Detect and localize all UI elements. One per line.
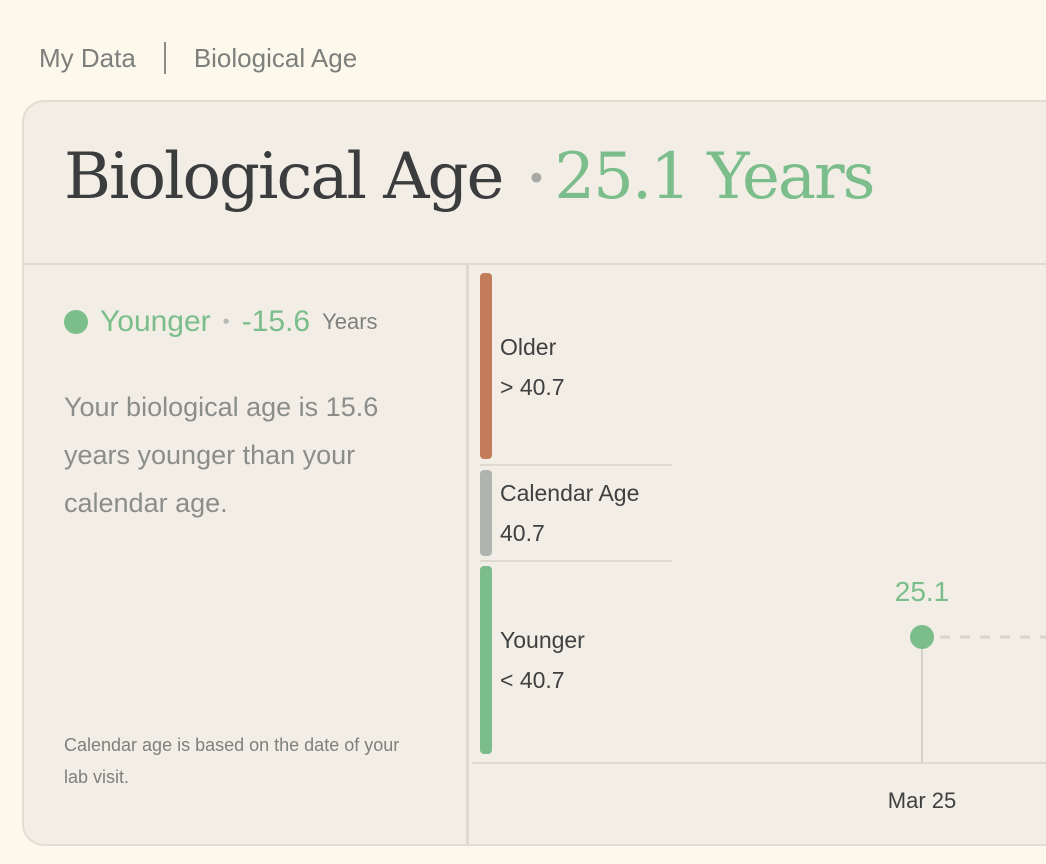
band-divider — [480, 560, 672, 562]
breadcrumb-separator — [163, 42, 166, 74]
band-younger-name: Younger — [500, 627, 585, 653]
breadcrumb-my-data[interactable]: My Data — [39, 42, 136, 73]
card-header: Biological Age • 25.1 Years — [24, 102, 1046, 265]
band-divider — [480, 464, 672, 466]
description-text: Your biological age is 15.6 years younge… — [64, 392, 379, 518]
band-calendar-label: Calendar Age 40.7 — [500, 473, 639, 553]
data-label: 25.1 — [895, 576, 950, 607]
plot-area: 25.1 — [895, 576, 1046, 762]
breadcrumb: My Data Biological Age — [39, 42, 357, 74]
band-younger-bar — [480, 566, 492, 754]
biological-age-card: Biological Age • 25.1 Years Younger • -1… — [22, 100, 1046, 846]
band-older-bar — [480, 273, 492, 459]
status-separator: • — [222, 310, 230, 333]
data-point[interactable] — [910, 625, 934, 649]
title-separator: • — [526, 159, 546, 199]
x-axis-line — [472, 762, 1046, 764]
band-calendar-range: 40.7 — [500, 520, 545, 546]
band-older-range: > 40.7 — [500, 374, 565, 400]
band-calendar-bar — [480, 470, 492, 556]
status-difference: -15.6 — [241, 305, 311, 338]
status-label: Younger — [100, 305, 211, 338]
x-tick-label: Mar 25 — [887, 788, 957, 813]
footnote-text: Calendar age is based on the date of you… — [64, 735, 400, 787]
title-text: Biological Age — [64, 140, 504, 214]
chart-pane: Older > 40.7 Calendar Age 40.7 Younger <… — [472, 265, 1046, 844]
band-calendar-name: Calendar Age — [500, 480, 640, 506]
status-unit: Years — [322, 309, 378, 334]
status-row: Younger • -15.6 Years — [64, 305, 378, 339]
breadcrumb-current: Biological Age — [193, 42, 358, 73]
band-younger-range: < 40.7 — [500, 667, 565, 693]
status-dot-icon — [64, 310, 88, 334]
band-older-label: Older > 40.7 — [500, 327, 565, 407]
page-title: Biological Age • 25.1 Years — [64, 140, 875, 214]
band-younger-label: Younger < 40.7 — [500, 620, 585, 700]
biological-age-value: 25.1 Years — [554, 140, 875, 214]
band-older-name: Older — [500, 334, 557, 360]
summary-pane: Younger • -15.6 Years Your biological ag… — [24, 265, 469, 844]
